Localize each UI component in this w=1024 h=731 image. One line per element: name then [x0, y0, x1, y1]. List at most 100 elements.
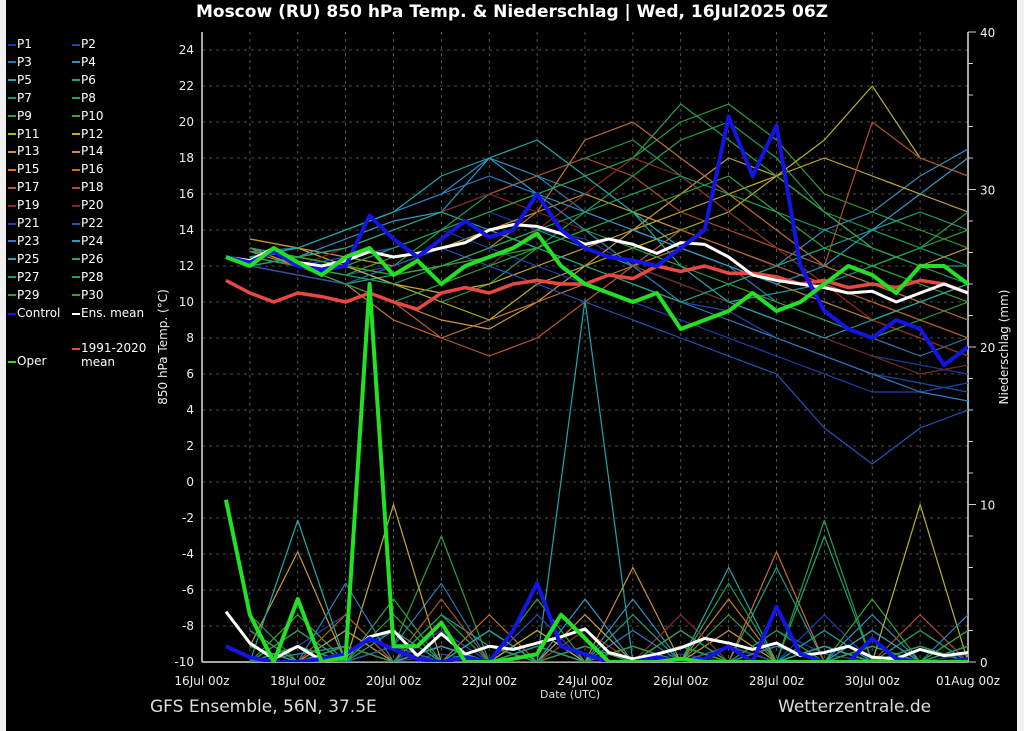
legend-label: P14	[81, 144, 104, 159]
legend-swatch	[8, 204, 16, 207]
y2-tick-label: 0	[980, 656, 988, 670]
legend-label: P10	[81, 108, 104, 123]
legend-swatch	[8, 360, 16, 363]
legend-label: Oper	[17, 354, 47, 368]
legend-swatch	[72, 79, 80, 82]
legend-item-climate-mean: 1991-2020 mean	[72, 341, 146, 369]
legend-swatch	[8, 240, 16, 243]
legend-item-p9: P9	[8, 109, 32, 123]
legend-swatch	[72, 347, 80, 350]
legend-item-p29: P29	[8, 288, 40, 302]
y-tick-label: 4	[186, 403, 194, 417]
legend-swatch	[72, 168, 80, 171]
legend-swatch	[72, 294, 80, 297]
x-tick-label: 28Jul 00z	[749, 674, 804, 688]
legend-item-oper: Oper	[8, 354, 46, 368]
legend-item-p11: P11	[8, 127, 40, 141]
model-info: GFS Ensemble, 56N, 37.5E	[150, 697, 377, 717]
legend-item-p30: P30	[72, 288, 104, 302]
member-precip-line-p9	[249, 535, 968, 662]
legend-item-p27: P27	[8, 270, 40, 284]
legend-swatch	[8, 79, 16, 82]
legend-label: P16	[81, 162, 104, 177]
y-tick-label: 6	[186, 367, 194, 381]
legend-swatch	[72, 204, 80, 207]
legend-label: P30	[81, 287, 104, 302]
y-tick-label: 16	[179, 187, 194, 201]
legend-item-p18: P18	[72, 180, 104, 194]
legend-label: P6	[81, 72, 96, 87]
legend-swatch	[8, 258, 16, 261]
legend-item-p2: P2	[72, 37, 96, 51]
legend-label: P20	[81, 198, 104, 213]
y-tick-label: 14	[179, 223, 194, 237]
legend-label: P8	[81, 90, 96, 105]
legend-label: P19	[17, 198, 40, 213]
legend-swatch	[8, 168, 16, 171]
legend-swatch	[72, 150, 80, 153]
legend-item-p22: P22	[72, 216, 104, 230]
legend-label: P7	[17, 90, 32, 105]
legend-item-p6: P6	[72, 73, 96, 87]
oper-temp-line	[225, 231, 968, 331]
legend-label-cont: mean	[81, 355, 116, 369]
legend-item-p5: P5	[8, 73, 32, 87]
y-tick-label: 2	[186, 439, 194, 453]
x-tick-label: 18Jul 00z	[270, 674, 325, 688]
legend-swatch	[72, 97, 80, 100]
legend-swatch	[8, 276, 16, 279]
y-tick-label: 22	[179, 79, 194, 93]
legend-label: P22	[81, 216, 104, 230]
legend-label: P4	[81, 54, 96, 69]
legend-label: Control	[17, 306, 61, 320]
legend-swatch	[72, 222, 80, 225]
legend-label: P24	[81, 233, 104, 248]
member-temp-line-p27	[249, 175, 968, 285]
legend-swatch	[72, 276, 80, 279]
control-precip-line	[225, 581, 968, 662]
legend-label: P5	[17, 72, 32, 87]
y-tick-label: -4	[182, 547, 194, 561]
x-tick-label: 26Jul 00z	[653, 674, 708, 688]
y-tick-label: -2	[182, 511, 194, 525]
legend-item-p19: P19	[8, 198, 40, 212]
x-tick-label: 30Jul 00z	[845, 674, 900, 688]
y-tick-label: 0	[186, 475, 194, 489]
y-tick-label: 10	[179, 295, 194, 309]
legend-label: P26	[81, 251, 104, 266]
legend-swatch	[8, 150, 16, 153]
legend-label: P17	[17, 180, 40, 195]
legend-swatch	[8, 312, 16, 315]
chart-title: Moscow (RU) 850 hPa Temp. & Niederschlag…	[195, 2, 829, 22]
y2-tick-label: 10	[980, 499, 995, 513]
legend-item-p20: P20	[72, 198, 104, 212]
x-tick-label: 22Jul 00z	[462, 674, 517, 688]
member-precip-line-p23	[249, 582, 968, 662]
legend-item-control: Control	[8, 306, 60, 320]
legend-item-p4: P4	[72, 55, 96, 69]
legend-item-p3: P3	[8, 55, 32, 69]
legend-swatch	[8, 97, 16, 100]
legend-label: P29	[17, 287, 40, 302]
legend-swatch	[8, 294, 16, 297]
legend-label: P23	[17, 233, 40, 248]
legend-label: P21	[17, 216, 40, 230]
member-precip-line-p25	[249, 519, 968, 662]
legend-item-p13: P13	[8, 144, 40, 158]
y-axis-label: 850 hPa Temp. (°C)	[156, 289, 170, 405]
legend-item-p23: P23	[8, 234, 40, 248]
legend-item-p25: P25	[8, 252, 40, 266]
legend-item-ens-mean: Ens. mean	[72, 306, 144, 320]
y2-tick-label: 20	[980, 341, 995, 355]
legend-label: P13	[17, 144, 40, 159]
member-temp-line-p30	[249, 175, 968, 276]
legend-label: P28	[81, 269, 104, 284]
x-tick-label: 01Aug 00z	[936, 674, 1000, 688]
legend-swatch	[72, 258, 80, 261]
legend-swatch	[72, 115, 80, 118]
member-precip-line-p27	[249, 535, 968, 662]
x-tick-label: 20Jul 00z	[366, 674, 421, 688]
legend-swatch	[8, 222, 16, 225]
legend-label: P15	[17, 162, 40, 177]
legend-item-p10: P10	[72, 109, 104, 123]
